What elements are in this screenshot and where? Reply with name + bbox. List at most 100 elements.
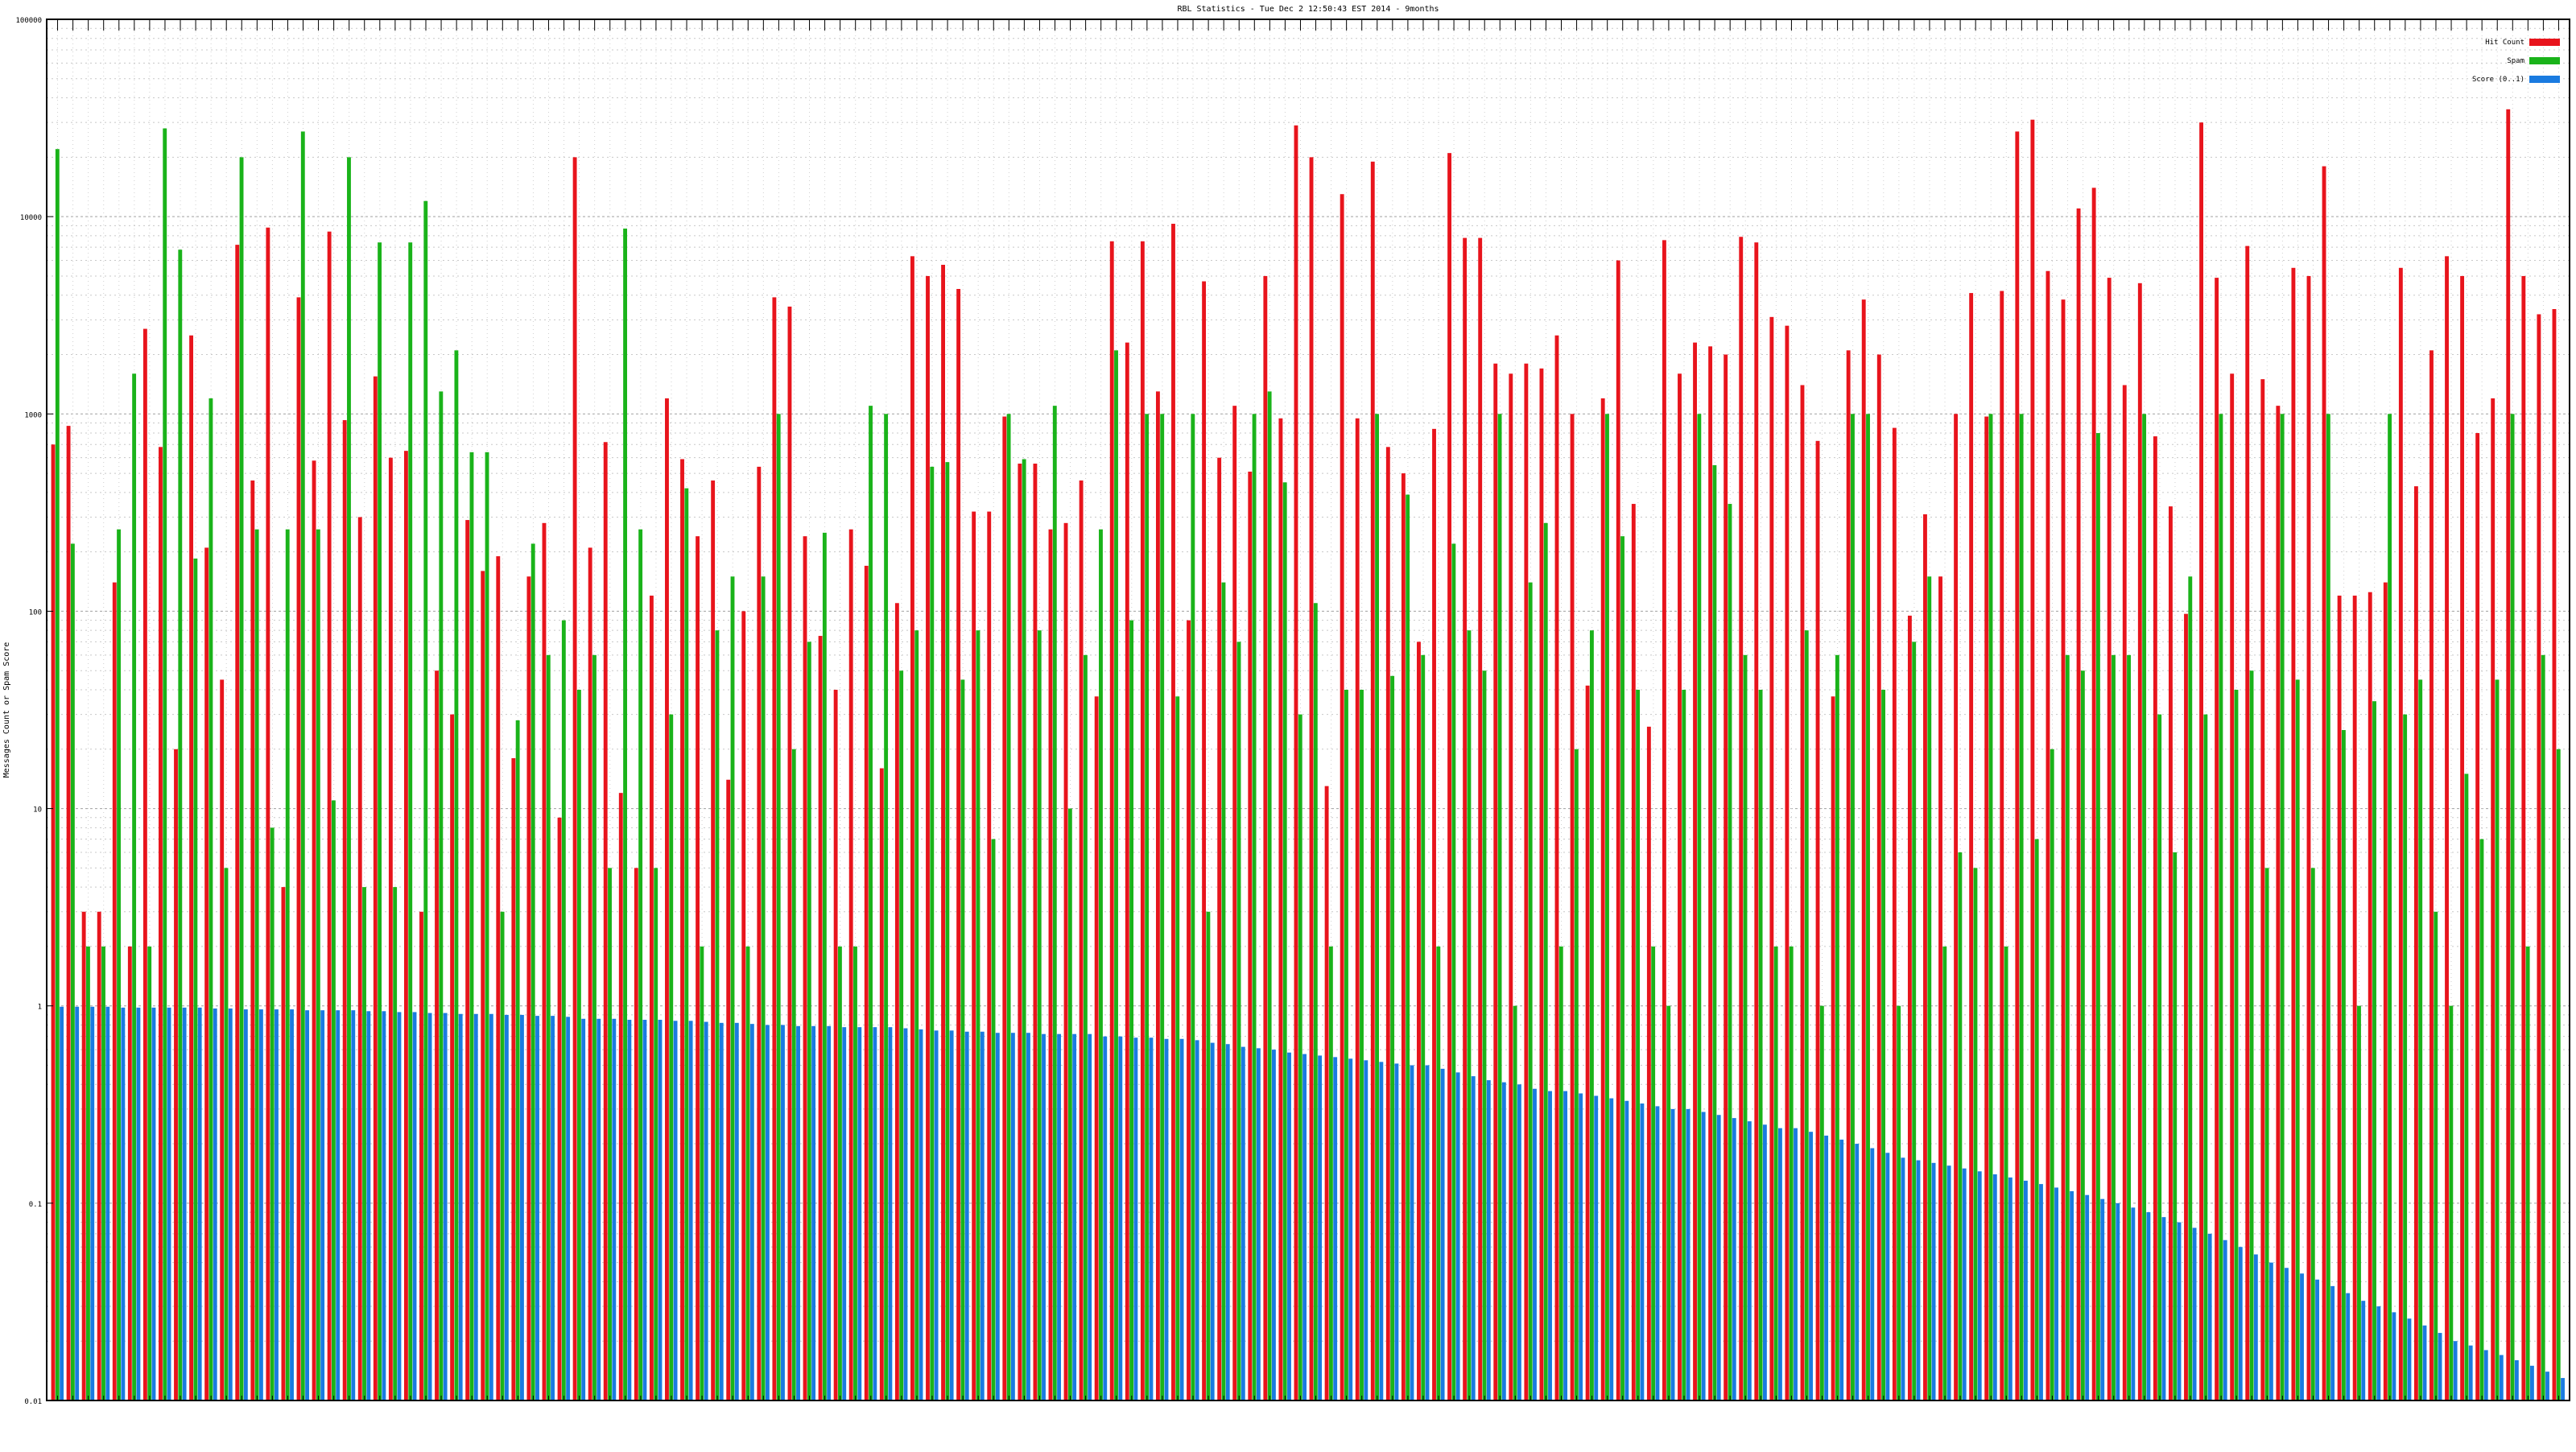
spam-bar xyxy=(2173,852,2178,1400)
legend-swatch-score xyxy=(2529,76,2560,83)
hit-count-bar xyxy=(1876,354,1881,1400)
legend-label-spam: Spam xyxy=(2507,57,2524,65)
score-bar xyxy=(995,1033,1000,1400)
hit-count-bar xyxy=(879,768,884,1400)
spam-bar xyxy=(1682,689,1686,1400)
score-bar xyxy=(2330,1285,2335,1400)
hit-count-bar xyxy=(127,946,132,1400)
score-bar xyxy=(2346,1293,2351,1400)
score-bar xyxy=(1010,1033,1015,1400)
hit-count-bar xyxy=(1463,237,1468,1401)
score-bar xyxy=(275,1009,279,1400)
hit-count-bar xyxy=(1278,418,1283,1400)
hit-count-bar xyxy=(1892,427,1897,1400)
spam-bar xyxy=(2142,414,2147,1400)
score-bar xyxy=(1057,1033,1062,1400)
hit-count-bar xyxy=(2537,314,2541,1401)
hit-count-bar xyxy=(2184,613,2188,1400)
spam-bar xyxy=(2510,414,2515,1400)
legend-swatch-spam xyxy=(2529,57,2560,64)
score-bar xyxy=(2070,1190,2074,1400)
hit-count-bar xyxy=(1002,416,1007,1400)
spam-bar xyxy=(1175,696,1180,1400)
hit-count-bar xyxy=(649,596,654,1400)
hit-count-bar xyxy=(1493,363,1498,1401)
score-bar xyxy=(919,1029,923,1400)
spam-bar xyxy=(1697,414,1702,1400)
hit-count-bar xyxy=(2368,592,2372,1400)
spam-bar xyxy=(1022,459,1026,1401)
hit-count-bar xyxy=(803,536,807,1400)
spam-bar xyxy=(1543,522,1548,1400)
spam-bar xyxy=(2310,868,2315,1400)
spam-bar xyxy=(2249,670,2254,1400)
hit-count-bar xyxy=(1140,241,1145,1400)
spam-bar xyxy=(669,714,674,1400)
score-bar xyxy=(2468,1345,2473,1400)
spam-bar xyxy=(1221,582,1226,1400)
hit-count-bar xyxy=(511,757,516,1400)
score-bar xyxy=(1501,1082,1506,1400)
spam-bar xyxy=(2050,749,2054,1400)
score-bar xyxy=(612,1018,617,1400)
spam-bar xyxy=(1666,1005,1671,1400)
hit-count-bar xyxy=(1800,385,1805,1401)
spam-bar xyxy=(976,630,980,1400)
spam-bar xyxy=(2203,714,2208,1400)
spam-bar xyxy=(1375,414,1379,1400)
hit-count-bar xyxy=(941,264,945,1400)
hit-count-bar xyxy=(1815,440,1820,1400)
hit-count-bar xyxy=(1079,480,1084,1401)
score-bar xyxy=(1670,1108,1675,1400)
hit-count-bar xyxy=(1585,685,1590,1400)
score-bar xyxy=(1716,1115,1721,1400)
score-bar xyxy=(2207,1233,2212,1400)
spam-bar xyxy=(700,946,704,1400)
spam-bar xyxy=(485,452,489,1400)
hit-count-bar xyxy=(926,275,930,1401)
spam-bar xyxy=(654,868,658,1400)
spam-bar xyxy=(147,946,152,1400)
hit-count-bar xyxy=(2046,270,2050,1401)
y-tick-label: 100000 xyxy=(15,17,42,25)
hit-count-bar xyxy=(296,297,301,1400)
spam-bar xyxy=(101,946,105,1400)
spam-bar xyxy=(2372,701,2376,1400)
score-bar xyxy=(627,1020,632,1400)
spam-bar xyxy=(608,868,612,1400)
plot-frame xyxy=(46,19,2570,1401)
score-bar xyxy=(213,1008,217,1400)
hit-count-bar xyxy=(1309,157,1314,1401)
score-bar xyxy=(2023,1180,2028,1400)
hit-count-bar xyxy=(1340,194,1344,1401)
score-bar xyxy=(2131,1207,2136,1400)
hit-count-bar xyxy=(2413,486,2418,1400)
spam-bar xyxy=(1897,1005,1901,1400)
score-bar xyxy=(749,1024,754,1400)
hit-count-bar xyxy=(1324,786,1329,1400)
score-bar xyxy=(60,1006,64,1400)
spam-bar xyxy=(1298,714,1302,1400)
score-bar xyxy=(1701,1112,1706,1400)
score-bar xyxy=(765,1025,770,1400)
score-bar xyxy=(719,1022,724,1400)
chart-title: RBL Statistics - Tue Dec 2 12:50:43 EST … xyxy=(1177,5,1439,14)
spam-bar xyxy=(853,946,857,1400)
hit-count-bar xyxy=(588,547,592,1401)
score-bar xyxy=(1778,1128,1782,1400)
spam-bar xyxy=(1881,689,1886,1400)
score-bar xyxy=(1916,1160,1921,1400)
spam-bar xyxy=(500,911,505,1400)
score-bar xyxy=(2300,1273,2304,1400)
hit-count-bar xyxy=(1570,414,1575,1400)
score-bar xyxy=(1364,1060,1368,1400)
hit-count-bar xyxy=(2169,506,2173,1400)
score-bar xyxy=(458,1013,463,1400)
score-bar xyxy=(1794,1128,1798,1400)
score-bar xyxy=(857,1027,862,1400)
spam-bar xyxy=(2479,839,2484,1400)
spam-bar xyxy=(930,466,935,1400)
spam-bar xyxy=(1789,946,1794,1400)
spam-bar xyxy=(2234,689,2239,1400)
spam-bar xyxy=(70,543,75,1400)
